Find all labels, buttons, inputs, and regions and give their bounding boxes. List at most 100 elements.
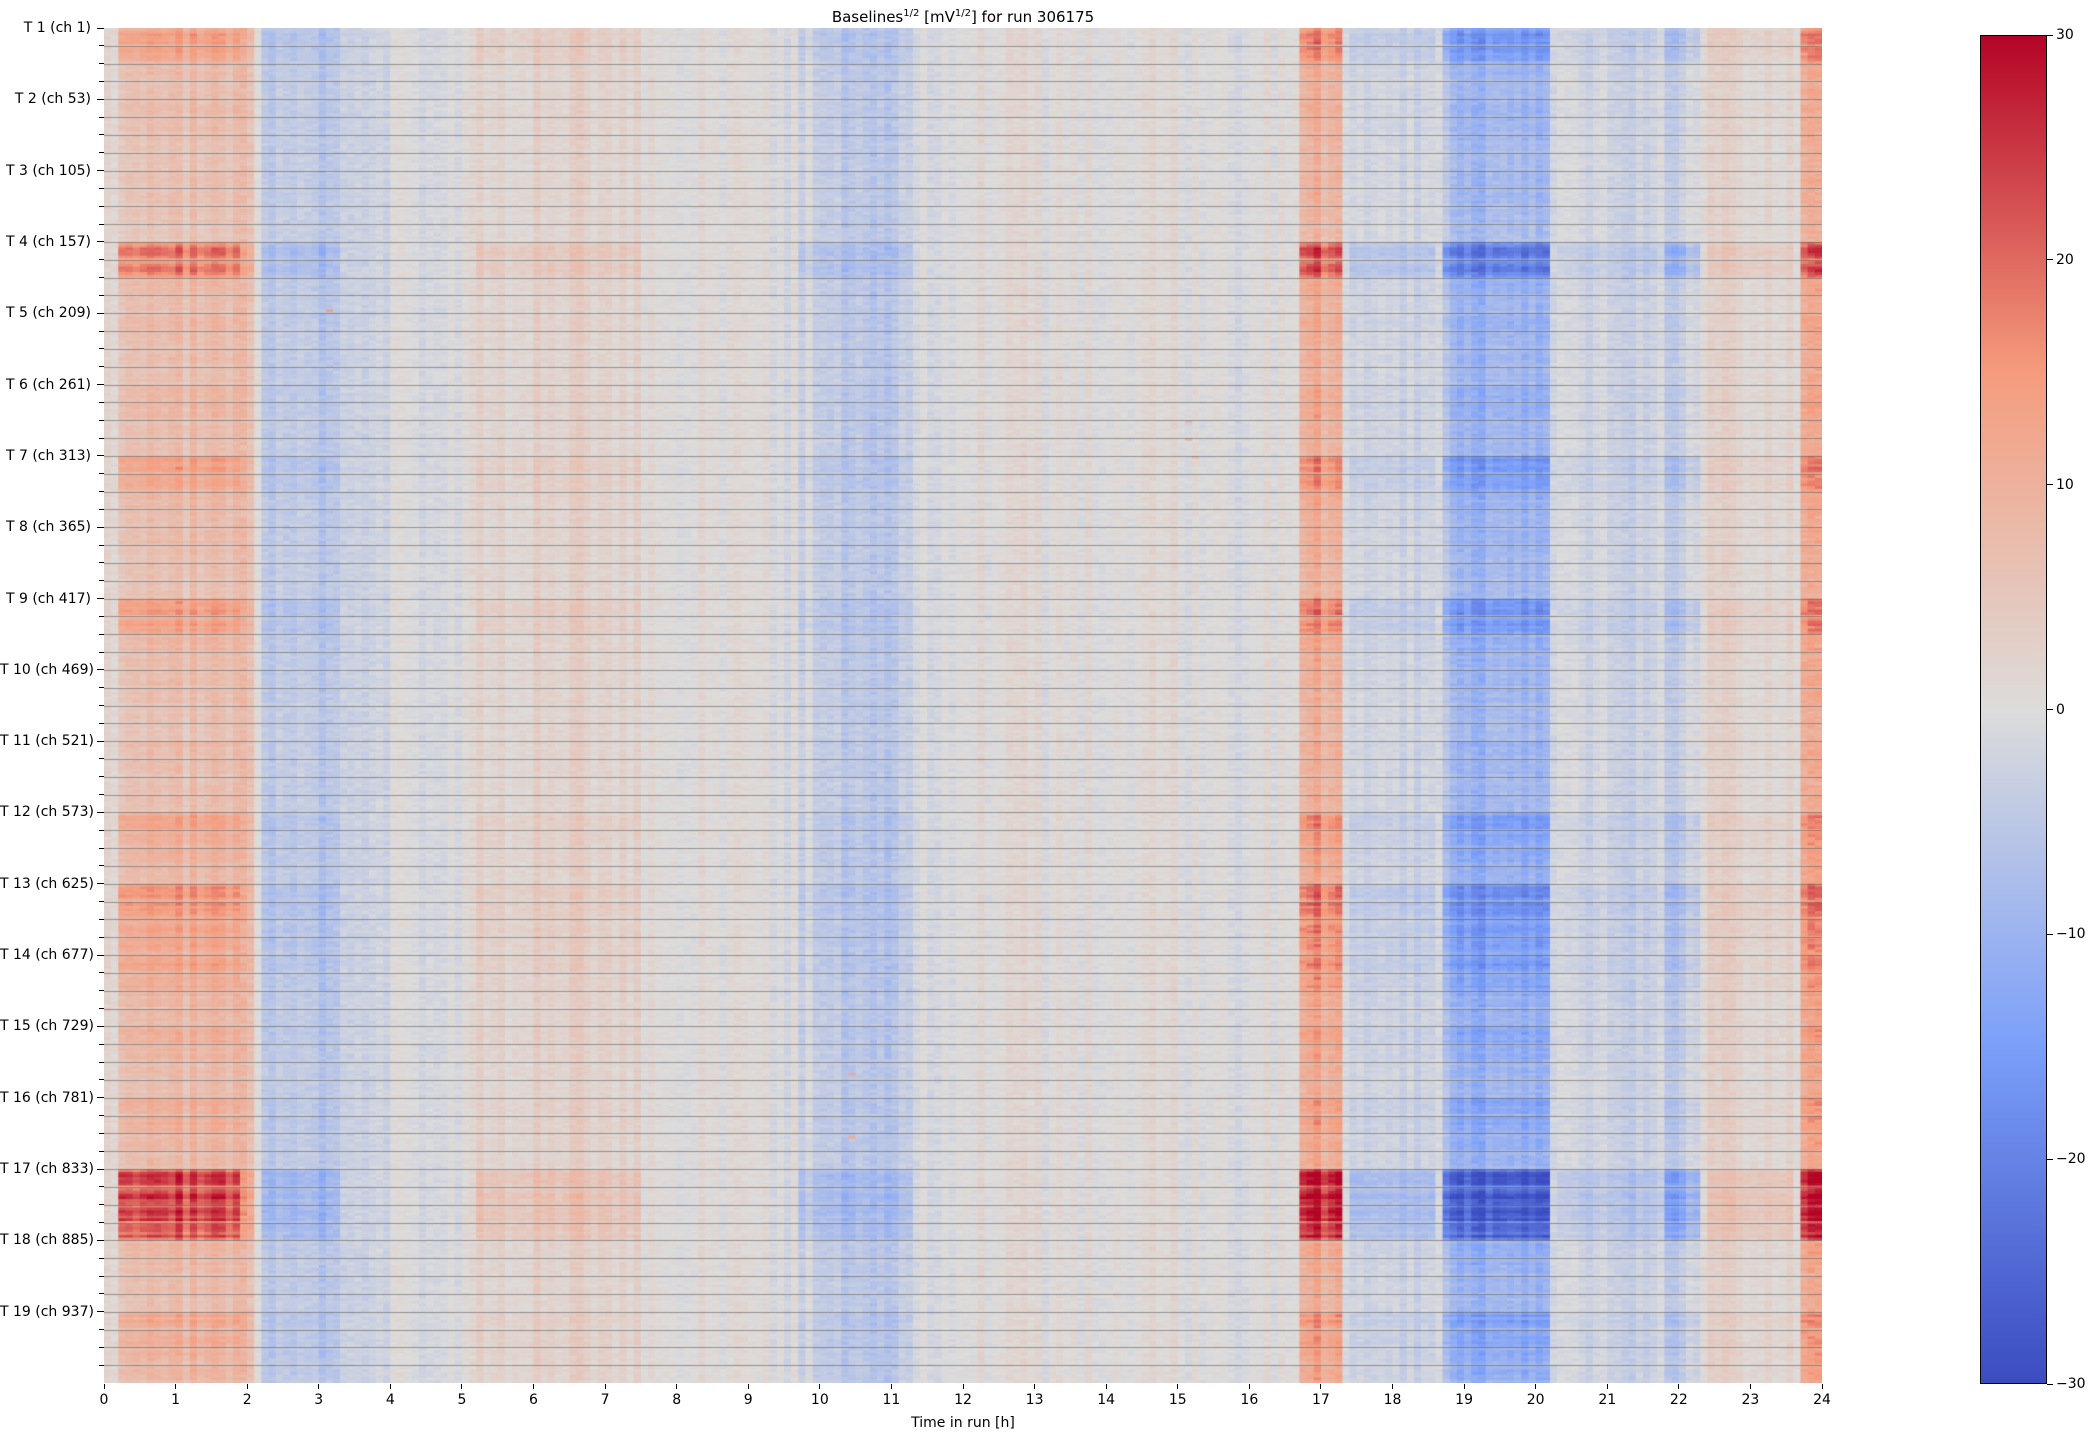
x-tick-mark [533,1384,534,1389]
title-text-3: ] for run 306175 [970,8,1095,26]
y-tick-mark [97,669,104,671]
y-tick-label: T 16 (ch 781) [0,1089,94,1106]
y-minor-tick-mark [99,1008,104,1010]
colorbar-tick-mark [2047,34,2053,36]
x-tick-mark [389,1384,391,1389]
title-sup-2: 1/2 [954,8,971,19]
y-tick-label: T 12 (ch 573) [0,804,94,821]
x-tick-label: 14 [1097,1392,1116,1408]
colorbar-tick-mark [2047,709,2053,710]
y-tick-label: T 10 (ch 469) [0,661,94,678]
x-tick-label: 5 [457,1392,467,1408]
y-minor-tick-mark [99,277,104,279]
colorbar-tick-label: 20 [2056,251,2074,268]
y-minor-tick-mark [99,1150,104,1152]
colorbar-tick-label: 10 [2056,476,2074,493]
x-tick-mark [676,1384,678,1389]
y-tick-label: T 15 (ch 729) [0,1018,94,1035]
y-minor-tick-mark [99,580,104,582]
x-tick-label: 12 [954,1392,972,1408]
x-tick-label: 4 [385,1392,395,1408]
y-minor-tick-mark [99,437,104,439]
x-tick-label: 7 [600,1392,610,1408]
y-minor-tick-mark [99,63,104,65]
x-tick-mark [819,1384,821,1389]
y-minor-tick-mark [99,1364,104,1366]
y-tick-label: T 19 (ch 937) [0,1303,94,1320]
x-tick-mark [1463,1384,1465,1389]
y-minor-tick-mark [99,901,104,903]
y-tick-label: T 18 (ch 885) [0,1232,94,1249]
y-minor-tick-mark [99,1186,104,1188]
y-minor-tick-mark [99,294,104,296]
y-minor-tick-mark [99,1222,104,1224]
x-tick-mark [1749,1384,1751,1389]
y-minor-tick-mark [99,45,104,47]
y-tick-mark [97,1311,104,1313]
y-minor-tick-mark [99,615,104,617]
y-minor-tick-mark [99,1257,104,1259]
y-tick-label: T 3 (ch 105) [5,162,91,179]
y-minor-tick-mark [99,491,104,493]
x-tick-mark [1105,1384,1107,1389]
y-tick-mark [97,811,104,813]
x-tick-label: 13 [1025,1392,1044,1408]
x-tick-label: 24 [1813,1392,1831,1408]
x-tick-mark [175,1384,177,1389]
y-minor-tick-mark [99,633,104,635]
y-minor-tick-mark [99,330,104,332]
title-text-1: Baselines [831,8,904,26]
y-minor-tick-mark [99,990,104,992]
colorbar-tick-mark [2047,1158,2053,1160]
y-tick-label: T 5 (ch 209) [5,305,91,322]
y-minor-tick-mark [99,776,104,778]
y-minor-tick-mark [99,1043,104,1045]
x-tick-label: 20 [1526,1392,1545,1408]
y-minor-tick-mark [99,134,104,136]
x-tick-label: 22 [1669,1392,1688,1408]
y-minor-tick-mark [99,1293,104,1295]
x-tick-mark [318,1384,320,1389]
chart-title: Baselines1/2 [mV1/2] for run 306175 [104,4,1822,27]
x-tick-mark [1535,1384,1537,1389]
colorbar-tick-label: 30 [2056,27,2074,43]
y-minor-tick-mark [99,508,104,510]
y-minor-tick-mark [99,223,104,225]
y-tick-mark [97,312,104,314]
x-tick-label: 6 [529,1392,538,1408]
y-tick-label: T 14 (ch 677) [0,947,94,964]
y-minor-tick-mark [99,152,104,154]
x-tick-label: 23 [1741,1392,1760,1408]
y-minor-tick-mark [99,473,104,475]
x-tick-mark [461,1384,463,1389]
x-tick-mark [1606,1384,1608,1389]
colorbar-tick-label: 0 [2056,701,2065,718]
y-tick-mark [97,98,104,100]
colorbar-gradient [1980,35,2047,1384]
y-minor-tick-mark [99,205,104,207]
y-minor-tick-mark [99,1079,104,1081]
title-text-2: [mV [919,8,955,26]
y-minor-tick-mark [99,544,104,546]
y-minor-tick-mark [99,847,104,849]
y-minor-tick-mark [99,1132,104,1134]
colorbar-tick-mark [2047,484,2053,486]
x-tick-label: 2 [242,1392,252,1408]
y-tick-label: T 4 (ch 157) [5,233,91,250]
y-tick-mark [97,1239,104,1241]
x-tick-label: 0 [99,1392,109,1408]
y-minor-tick-mark [99,918,104,920]
y-tick-mark [97,1025,104,1027]
y-minor-tick-mark [99,1061,104,1063]
y-tick-label: T 13 (ch 625) [0,875,94,892]
y-minor-tick-mark [99,259,104,261]
y-minor-tick-mark [99,865,104,867]
y-tick-label: T 1 (ch 1) [23,20,91,36]
y-tick-label: T 6 (ch 261) [5,376,91,393]
x-tick-mark [103,1384,105,1389]
x-tick-mark [747,1384,749,1389]
y-tick-mark [97,526,104,528]
colorbar-tick-label: −20 [2056,1151,2086,1168]
y-tick-mark [97,598,104,600]
